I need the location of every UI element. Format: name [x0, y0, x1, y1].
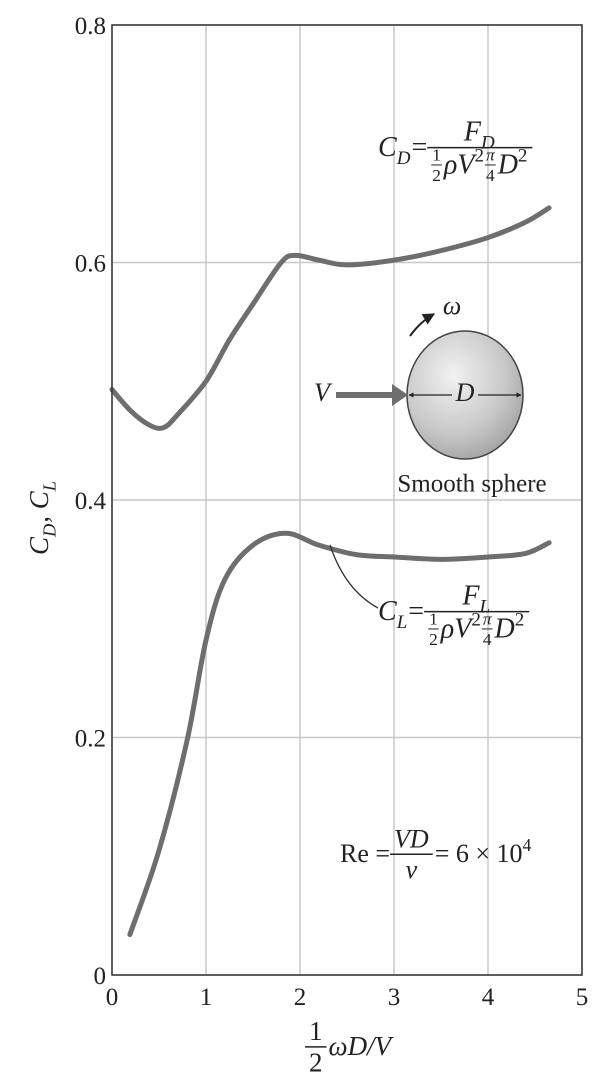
y-axis-label: CD, CL	[24, 481, 60, 555]
formula-text: 4	[483, 630, 492, 649]
formula-text: D	[494, 613, 515, 644]
omega-label: ω	[443, 291, 461, 320]
velocity-arrow-head	[392, 384, 408, 406]
rotation-arrow	[409, 313, 436, 337]
denominator: 4	[483, 630, 492, 649]
formula-text: 2	[474, 146, 484, 167]
formula-text: 2	[515, 610, 525, 631]
ticks: 0 1 2 3 4 500.20.40.60.8	[75, 13, 589, 1011]
y-tick-label: 0.8	[75, 13, 106, 40]
denominator: 4	[486, 166, 495, 185]
curve	[127, 530, 552, 938]
formula-text: ρV	[440, 613, 474, 644]
y-tick-label: 0.2	[75, 726, 106, 753]
formula-text: L	[478, 596, 490, 617]
formula-text: , C	[24, 490, 54, 523]
formula-text: F	[463, 117, 482, 148]
numerator: VD	[394, 825, 429, 854]
formula-text: 2	[471, 610, 481, 631]
x-tick-label: 1	[200, 984, 213, 1011]
y-tick-label: 0.4	[75, 488, 107, 515]
formula-text: 2	[429, 630, 438, 649]
formula-text: L	[396, 612, 408, 633]
denominator: 2	[432, 166, 441, 185]
formula-text: D	[497, 149, 518, 180]
formula-text: D	[40, 524, 60, 538]
formula-text: 4	[486, 166, 495, 185]
x-tick-label: 2	[294, 984, 307, 1011]
sphere-label: Smooth sphere	[397, 471, 546, 498]
denominator: 12 ρV 2 π4 D 2	[431, 146, 527, 185]
formula-text: ν	[406, 855, 418, 884]
x-tick-label: 0	[106, 984, 119, 1011]
curves	[109, 205, 552, 938]
numerator: 1	[309, 1016, 323, 1046]
formula-text: ρV	[443, 149, 477, 180]
formula-text: 4	[523, 835, 532, 855]
formula-text: ωD/V	[329, 1031, 395, 1061]
formula-text: D	[396, 148, 411, 169]
formula-text: C	[24, 536, 54, 555]
formula-text: π	[483, 610, 493, 629]
plot-frame	[111, 24, 583, 976]
denominator: 12 ρV 2 π4 D 2	[428, 610, 524, 649]
denominator: 2	[429, 630, 438, 649]
x-tick-label: 5	[576, 984, 589, 1011]
formula-text: L	[40, 481, 60, 492]
formula-text: VD	[394, 825, 429, 854]
numerator: π	[486, 146, 496, 165]
formula-text: C	[378, 596, 397, 627]
diameter-label: D	[455, 378, 475, 407]
frame	[111, 24, 583, 976]
velocity-label: V	[314, 378, 333, 407]
formula-text: 1	[309, 1016, 323, 1046]
formula-text: 2	[518, 146, 528, 167]
formula-text: 2	[432, 166, 441, 185]
formula-text: 2	[309, 1048, 323, 1077]
numerator: π	[483, 610, 493, 629]
formula-text: 1	[432, 146, 441, 165]
denominator: ν	[406, 855, 418, 884]
formula-text: 1	[429, 610, 438, 629]
formula-text: π	[486, 146, 496, 165]
formula-text: =	[408, 596, 424, 627]
y-tick-label: 0.6	[75, 251, 106, 278]
formula-text: C	[378, 132, 397, 163]
formula-text: F	[461, 581, 480, 612]
formula-text: =	[411, 132, 427, 163]
sphere-diagram: V D ω Smooth sphere	[314, 291, 547, 498]
numerator: 1	[432, 146, 441, 165]
x-tick-label: 3	[388, 984, 401, 1011]
numerator: 1	[429, 610, 438, 629]
y-tick-label: 0	[94, 963, 107, 990]
x-tick-label: 4	[482, 984, 495, 1011]
denominator: 2	[309, 1048, 323, 1077]
leader-line	[329, 544, 379, 609]
curve	[109, 205, 552, 431]
formula-text: = 6 × 10	[435, 839, 523, 868]
formula-text: Re =	[340, 839, 390, 868]
